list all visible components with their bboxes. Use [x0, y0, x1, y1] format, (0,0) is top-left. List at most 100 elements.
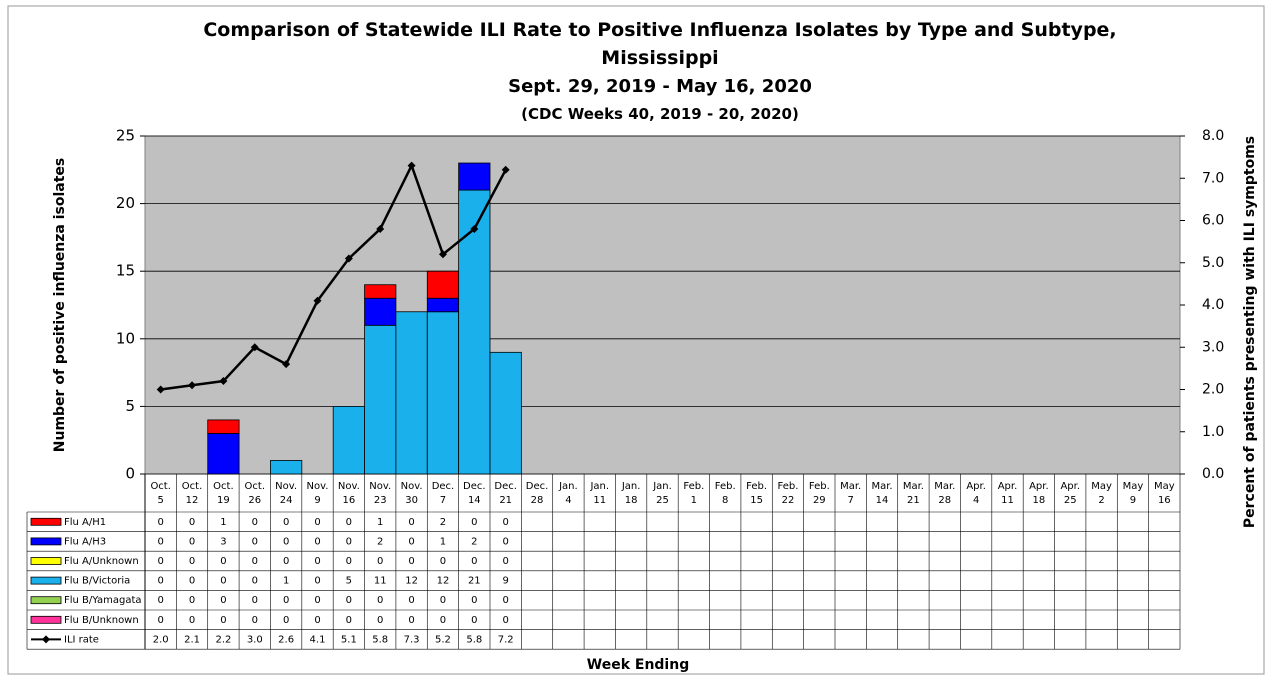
- table-cell: 0: [157, 517, 163, 528]
- legend-swatch: [30, 615, 62, 624]
- x-tick-label: Dec.: [494, 481, 517, 492]
- legend-label: ILI rate: [64, 634, 99, 645]
- table-cell: 0: [252, 536, 258, 547]
- table-cell: 0: [157, 595, 163, 606]
- x-tick-label: 21: [907, 495, 920, 506]
- x-tick-label: Apr.: [1029, 481, 1049, 492]
- table-cell: 0: [157, 536, 163, 547]
- table-cell: 1: [377, 517, 383, 528]
- table-cell: 0: [502, 595, 508, 606]
- table-cell: 0: [314, 595, 320, 606]
- table-cell: 0: [189, 576, 195, 587]
- table-cell: 0: [346, 615, 352, 626]
- x-tick-label: 14: [468, 495, 481, 506]
- table-cell: 0: [189, 595, 195, 606]
- x-tick-label: Feb.: [778, 481, 799, 492]
- x-tick-label: Jan.: [621, 481, 641, 492]
- bar-segment: [207, 419, 240, 434]
- x-tick-label: 11: [593, 495, 606, 506]
- table-cell: 0: [408, 556, 414, 567]
- table-cell: 0: [314, 615, 320, 626]
- table-cell: 0: [189, 517, 195, 528]
- x-tick-label: 18: [625, 495, 638, 506]
- y-axis-label: Number of positive influenza isolates: [52, 158, 68, 452]
- table-cell: 0: [314, 536, 320, 547]
- x-tick-label: 26: [248, 495, 261, 506]
- x-tick-label: 4: [565, 495, 571, 506]
- legend-label: Flu A/Unknown: [64, 556, 139, 567]
- x-tick-label: Oct.: [245, 481, 265, 492]
- table-cell: 0: [502, 615, 508, 626]
- x-tick-label: 21: [499, 495, 512, 506]
- table-cell: 21: [468, 576, 481, 587]
- bar-segment: [364, 297, 397, 326]
- y2-tick-label: 7.0: [1202, 170, 1224, 186]
- ili-marker: [376, 224, 385, 233]
- x-tick-label: Jan.: [558, 481, 578, 492]
- table-cell: 5: [346, 576, 352, 587]
- table-cell: 12: [437, 576, 450, 587]
- table-cell: 2.2: [215, 634, 231, 645]
- table-cell: 0: [283, 615, 289, 626]
- plot-area: [144, 135, 1181, 475]
- x-tick-label: 16: [342, 495, 355, 506]
- bar-segment: [364, 324, 397, 475]
- table-cell: 0: [283, 536, 289, 547]
- table-cell: 0: [283, 556, 289, 567]
- chart-title: Comparison of Statewide ILI Rate to Posi…: [203, 19, 1117, 69]
- x-tick-label: 12: [186, 495, 199, 506]
- table-cell: 5.1: [341, 634, 357, 645]
- table-cell: 2.0: [153, 634, 169, 645]
- x-tick-label: Nov.: [307, 481, 329, 492]
- frame: [7, 5, 1265, 675]
- table-cell: 0: [283, 595, 289, 606]
- x-tick-label: Nov.: [369, 481, 391, 492]
- y-tick-label: 15: [116, 262, 135, 280]
- y2-tick-label: 0.0: [1202, 466, 1224, 482]
- ili-marker: [470, 224, 479, 233]
- table-cell: 0: [157, 556, 163, 567]
- table-cell: 0: [157, 615, 163, 626]
- x-tick-label: 9: [314, 495, 320, 506]
- table-cell: 0: [408, 536, 414, 547]
- table-cell: 2.1: [184, 634, 200, 645]
- bar-segment: [426, 311, 460, 475]
- ili-marker: [219, 377, 228, 386]
- table-cell: 0: [189, 615, 195, 626]
- x-tick-label: Feb.: [683, 481, 704, 492]
- bar-segment: [489, 351, 522, 475]
- legend-swatch: [30, 557, 62, 565]
- x-tick-label: 11: [1001, 495, 1014, 506]
- table-cell: 0: [502, 536, 508, 547]
- x-tick-label: 9: [1130, 495, 1136, 506]
- table-cell: 0: [440, 595, 446, 606]
- table-cell: 0: [408, 517, 414, 528]
- legend-marker: [42, 635, 50, 644]
- ili-marker: [250, 343, 259, 352]
- table-cell: 0: [471, 517, 477, 528]
- table-cell: 9: [502, 576, 508, 587]
- table-cell: 0: [220, 615, 226, 626]
- y2-tick-label: 8.0: [1202, 128, 1224, 144]
- table-cell: 0: [252, 576, 258, 587]
- table-cell: 0: [220, 595, 226, 606]
- table-cell: 0: [346, 536, 352, 547]
- legend-swatch: [30, 596, 62, 605]
- table-cell: 5.2: [435, 634, 451, 645]
- x-tick-label: Oct.: [213, 481, 233, 492]
- bar-segment: [364, 284, 397, 299]
- legend-label: Flu B/Unknown: [64, 615, 139, 626]
- table-cell: 0: [408, 615, 414, 626]
- x-tick-label: 16: [1158, 495, 1171, 506]
- x-tick-label: Apr.: [966, 481, 986, 492]
- x-tick-label: 14: [876, 495, 889, 506]
- x-tick-label: May: [1123, 481, 1144, 492]
- x-tick-label: Nov.: [275, 481, 297, 492]
- ili-marker: [313, 296, 322, 305]
- y2-tick-label: 1.0: [1202, 424, 1224, 440]
- table-cell: 7.3: [404, 634, 420, 645]
- table-cell: 0: [377, 595, 383, 606]
- table-cell: 3: [220, 536, 226, 547]
- ili-marker: [188, 381, 197, 390]
